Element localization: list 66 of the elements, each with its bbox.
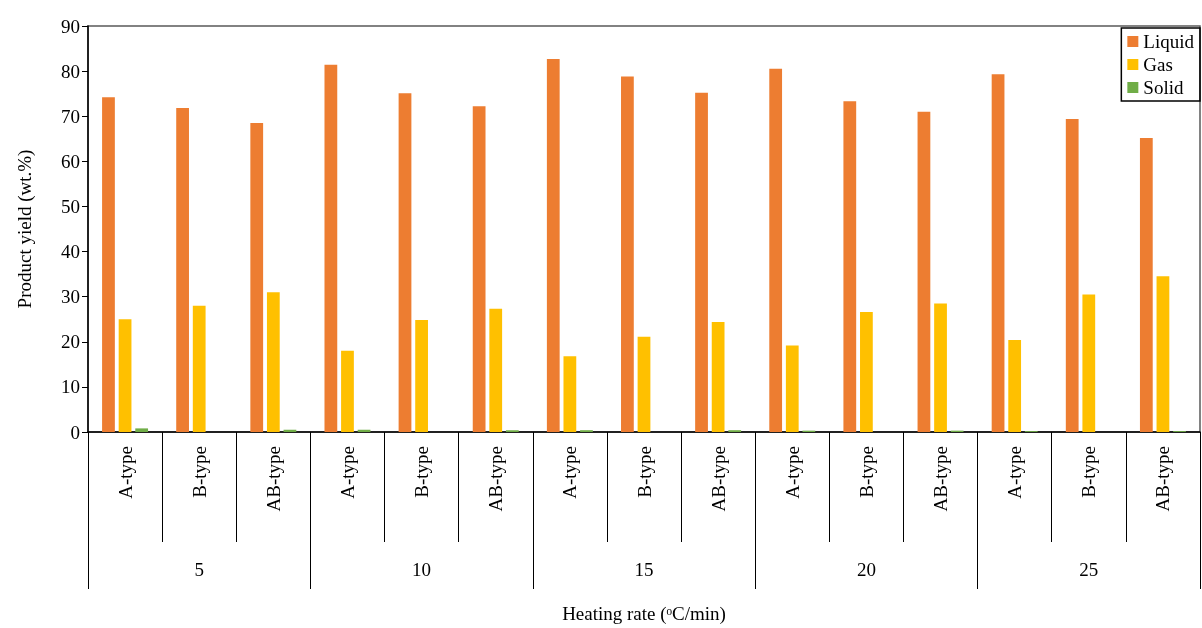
bar: [341, 350, 354, 432]
x-tick-label: AB-type: [485, 446, 507, 512]
x-tick-label: AB-type: [930, 446, 952, 512]
bar: [135, 428, 149, 432]
y-tick-label: 90: [61, 15, 80, 37]
bar: [991, 74, 1005, 432]
y-tick-label: 20: [61, 331, 80, 353]
bar: [917, 111, 931, 432]
bar: [250, 122, 264, 432]
bar: [843, 101, 857, 432]
x-tick-label: B-type: [633, 446, 655, 498]
bar: [1139, 137, 1153, 432]
legend-label: Solid: [1143, 77, 1184, 98]
x-tick-label: B-type: [855, 446, 877, 498]
text: 15: [634, 559, 654, 580]
y-tick-label: 40: [61, 241, 80, 263]
x-tick-label: B-type: [188, 446, 210, 498]
bar: [1065, 118, 1079, 432]
y-tick-label: 30: [61, 286, 80, 308]
x-tick-label: AB-type: [262, 446, 284, 512]
x-tick-label: B-type: [1078, 446, 1100, 498]
bar: [546, 58, 560, 432]
x-tick-label: A-type: [336, 446, 358, 499]
x-tick-label: AB-type: [1152, 446, 1174, 512]
y-tick-label: 50: [61, 195, 80, 217]
bar: [1008, 339, 1022, 432]
legend-label: Liquid: [1143, 31, 1195, 52]
y-tick-label: 60: [61, 150, 80, 172]
x-tick-label: A-type: [1004, 446, 1026, 499]
bar: [934, 303, 947, 432]
y-tick-label: 0: [70, 421, 80, 443]
bar: [102, 97, 115, 432]
bar: [860, 312, 873, 432]
y-tick-label: 80: [61, 60, 80, 82]
x-axis-title: Heating rate (ᵒC/min): [562, 603, 726, 625]
bar: [118, 319, 132, 432]
bar: [324, 64, 338, 432]
bar: [415, 320, 428, 432]
bar: [711, 321, 725, 432]
bar: [563, 356, 577, 432]
bar: [398, 93, 412, 432]
x-tick-label: A-type: [114, 446, 136, 499]
x-tick-label: B-type: [411, 446, 433, 498]
bar: [176, 108, 189, 432]
bar: [192, 305, 206, 432]
x-tick-label: A-type: [559, 446, 581, 499]
y-axis-title: Product yield (wt.%): [14, 149, 36, 309]
legend-label: Gas: [1143, 54, 1173, 75]
x-tick-label: AB-type: [707, 446, 729, 512]
text: 25: [1079, 559, 1099, 580]
y-tick-label: 10: [61, 376, 80, 398]
bar: [621, 76, 634, 432]
bar: [266, 292, 280, 432]
bar: [489, 308, 503, 432]
bar: [1156, 276, 1170, 432]
bar: [637, 336, 651, 432]
bar: [785, 345, 799, 432]
bar: [1082, 294, 1096, 432]
x-tick-label: A-type: [781, 446, 803, 499]
y-tick-label: 70: [61, 105, 80, 127]
bar: [472, 106, 486, 432]
text: 10: [412, 559, 432, 580]
bar: [769, 68, 783, 432]
bar: [695, 92, 708, 432]
text: 5: [194, 559, 204, 580]
text: 20: [856, 559, 876, 580]
